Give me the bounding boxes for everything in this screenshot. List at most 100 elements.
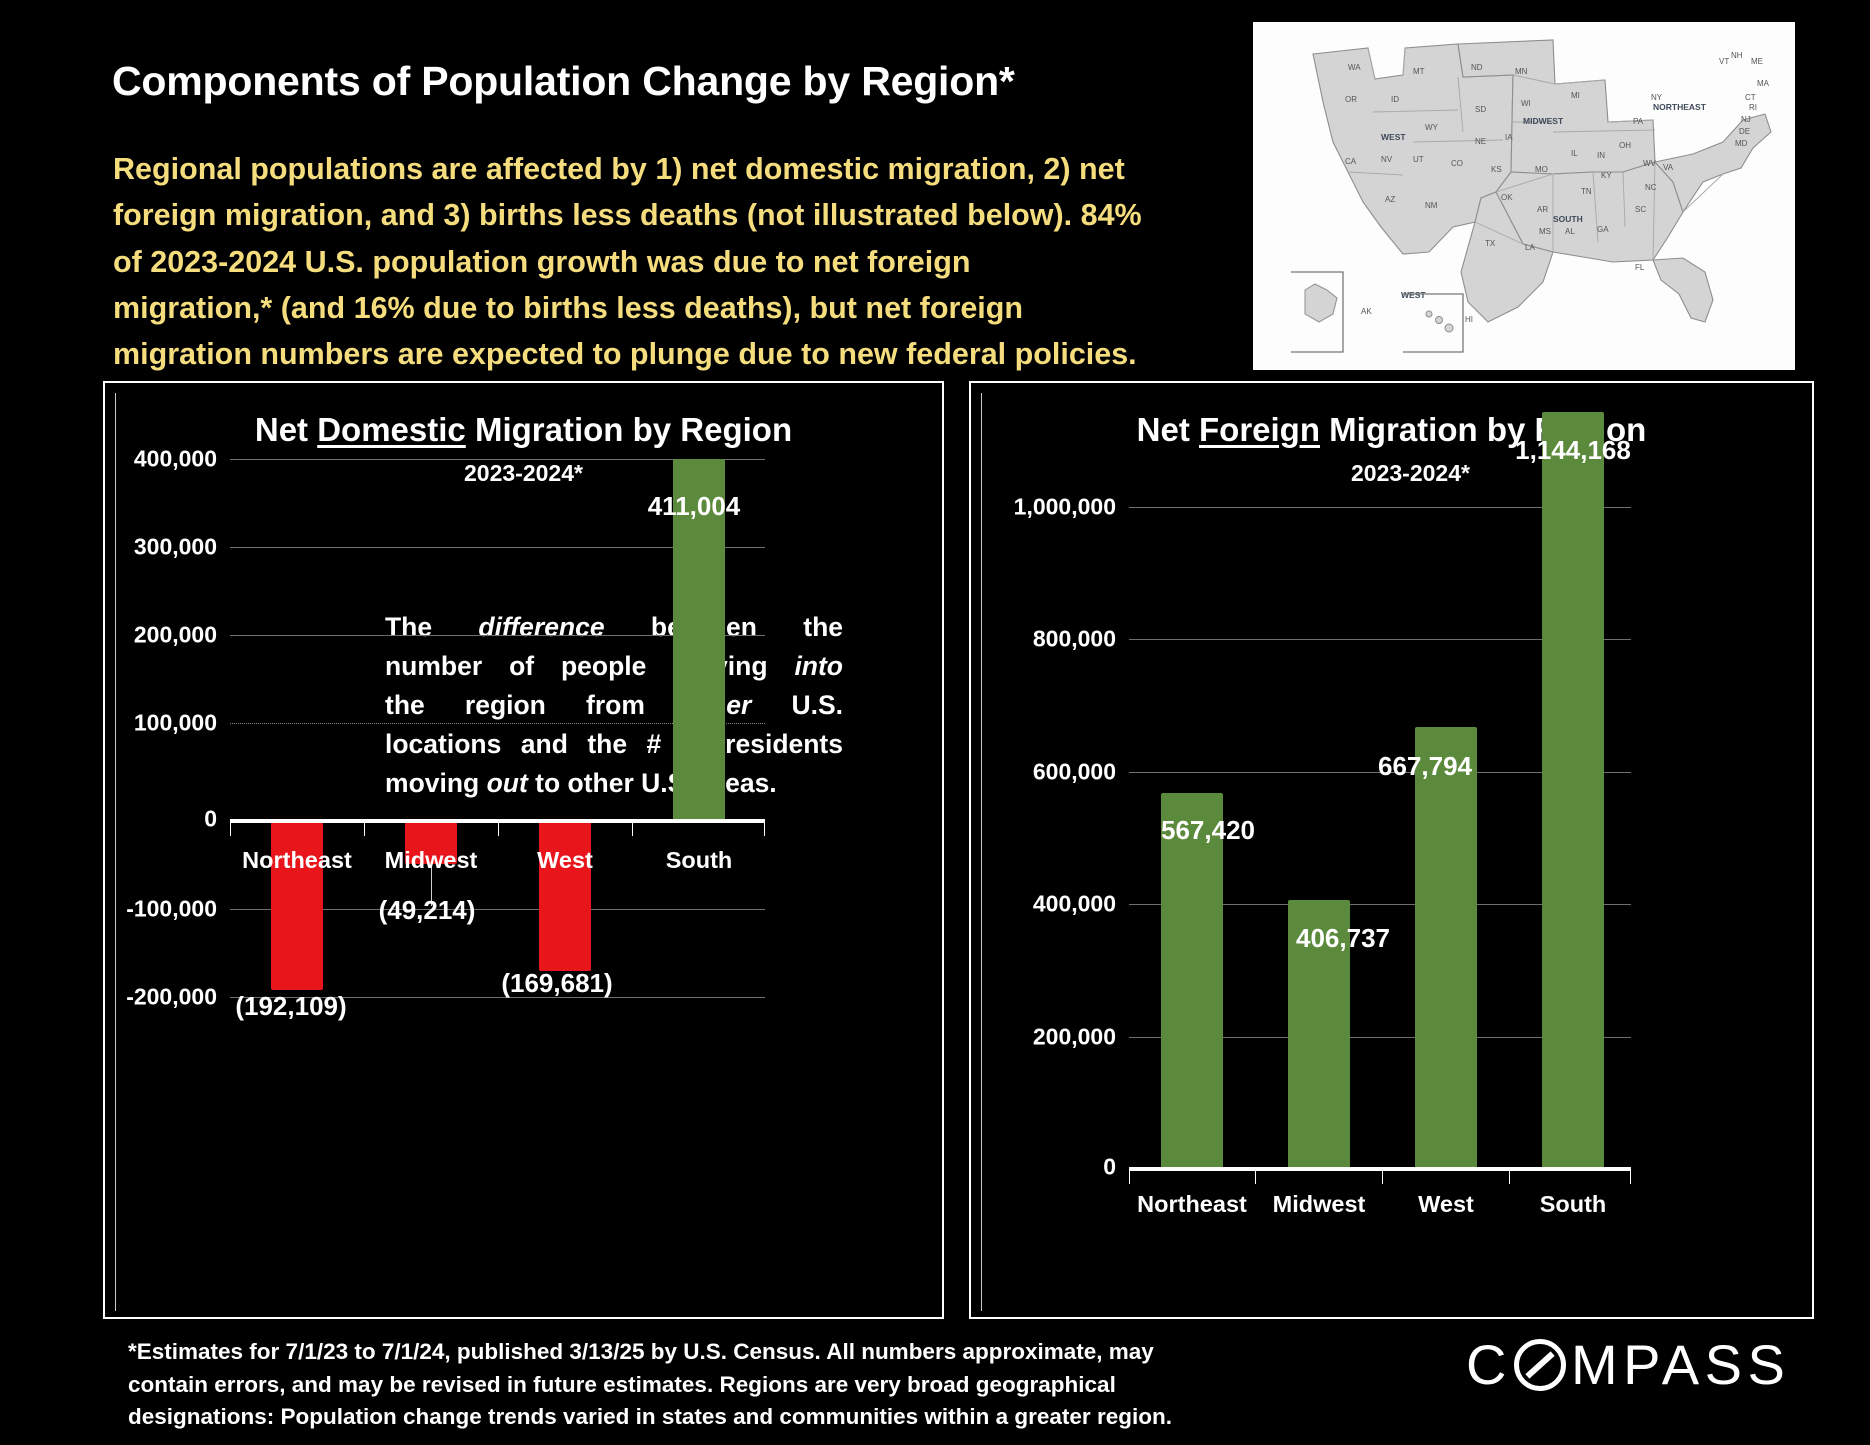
ytick-label-f-400000: 400,000 xyxy=(1032,890,1116,917)
svg-text:UT: UT xyxy=(1413,155,1424,164)
svg-text:VA: VA xyxy=(1663,163,1674,172)
xtick-f-3 xyxy=(1509,1171,1510,1184)
xlabel-west-foreign: West xyxy=(1418,1191,1474,1217)
header-line-3: of 2023-2024 U.S. population growth was … xyxy=(113,244,971,279)
svg-text:TX: TX xyxy=(1485,239,1496,248)
ytick-label-f-1000000: 1,000,000 xyxy=(1013,493,1116,520)
svg-text:LA: LA xyxy=(1525,243,1535,252)
header-line-5: migration numbers are expected to plunge… xyxy=(113,337,1137,372)
xtick-leader-midwest xyxy=(431,864,432,906)
svg-text:FL: FL xyxy=(1635,263,1645,272)
bar-west-foreign xyxy=(1415,727,1477,1169)
ytick-label-0: 0 xyxy=(204,805,217,832)
ytick-label-f-0: 0 xyxy=(1103,1153,1116,1180)
datalabel-south-foreign: 1,144,168 xyxy=(1515,435,1631,465)
footnote-line-2: contain errors, and may be revised in fu… xyxy=(128,1371,1116,1397)
chart-title-keyword-foreign: Foreign xyxy=(1199,411,1320,448)
gridline-f-200000 xyxy=(1129,1037,1631,1038)
svg-text:MA: MA xyxy=(1757,79,1770,88)
svg-text:MN: MN xyxy=(1515,67,1528,76)
gridline-f-1000000 xyxy=(1129,507,1631,508)
svg-text:NM: NM xyxy=(1425,201,1438,210)
xlabel-midwest-foreign: Midwest xyxy=(1272,1191,1366,1217)
logo-text-before: C xyxy=(1466,1333,1512,1396)
xtick-4 xyxy=(764,823,765,836)
chart-title-prefix-foreign: Net xyxy=(1136,411,1199,448)
xlabel-west-domestic: West xyxy=(537,847,593,873)
svg-text:MI: MI xyxy=(1571,91,1580,100)
svg-text:CA: CA xyxy=(1345,157,1357,166)
xtick-f-2 xyxy=(1382,1171,1383,1184)
gridline-200000 xyxy=(230,635,765,636)
svg-text:IL: IL xyxy=(1571,149,1578,158)
compass-logo: C MPASS xyxy=(1466,1332,1790,1397)
svg-text:VT: VT xyxy=(1719,57,1729,66)
chart-title-prefix: Net xyxy=(254,411,318,448)
bar-midwest-domestic xyxy=(405,821,457,864)
svg-text:WA: WA xyxy=(1348,63,1361,72)
gridline-f-800000 xyxy=(1129,639,1631,640)
svg-text:NORTHEAST: NORTHEAST xyxy=(1653,102,1707,112)
svg-text:IA: IA xyxy=(1505,133,1513,142)
ytick-label-200000: 200,000 xyxy=(133,621,217,648)
xtick-0 xyxy=(230,823,231,836)
chart-subtitle-foreign: 2023-2024* xyxy=(1351,460,1470,486)
footnote: *Estimates for 7/1/23 to 7/1/24, publish… xyxy=(128,1336,1391,1434)
svg-text:MO: MO xyxy=(1535,165,1548,174)
svg-text:WV: WV xyxy=(1643,159,1657,168)
svg-text:KS: KS xyxy=(1491,165,1502,174)
header-line-1: Regional populations are affected by 1) … xyxy=(113,152,1125,186)
datalabel-west-foreign: 667,794 xyxy=(1378,751,1472,781)
gridline-neg200000 xyxy=(230,997,765,998)
svg-text:AR: AR xyxy=(1537,205,1548,214)
logo-text-after: MPASS xyxy=(1570,1333,1791,1396)
svg-text:NV: NV xyxy=(1381,155,1393,164)
bar-south-foreign xyxy=(1542,412,1604,1169)
svg-text:NJ: NJ xyxy=(1741,115,1751,124)
svg-text:ID: ID xyxy=(1391,95,1399,104)
footnote-line-3: designations: Population change trends v… xyxy=(128,1404,1172,1430)
chart-title-suffix: Migration by Region xyxy=(465,411,793,448)
svg-text:OR: OR xyxy=(1345,95,1357,104)
svg-text:WI: WI xyxy=(1521,99,1531,108)
svg-text:IN: IN xyxy=(1597,151,1605,160)
page-title: Components of Population Change by Regio… xyxy=(112,58,1015,104)
svg-text:AK: AK xyxy=(1361,307,1372,316)
svg-text:CT: CT xyxy=(1745,93,1756,102)
footnote-line-1: *Estimates for 7/1/23 to 7/1/24, publish… xyxy=(128,1339,1154,1364)
svg-text:NY: NY xyxy=(1651,93,1663,102)
datalabel-south-domestic: 411,004 xyxy=(647,491,741,521)
svg-text:AL: AL xyxy=(1565,227,1575,236)
svg-text:ME: ME xyxy=(1751,57,1763,66)
xlabel-northeast-foreign: Northeast xyxy=(1137,1191,1247,1217)
right-axis-spine xyxy=(981,393,982,1311)
ytick-label-300000: 300,000 xyxy=(133,533,217,560)
bar-northeast-foreign xyxy=(1161,793,1223,1169)
ytick-label-100000: 100,000 xyxy=(133,709,217,736)
chart-subtitle-domestic: 2023-2024* xyxy=(464,460,583,486)
header-line-4: migration,* (and 16% due to births less … xyxy=(113,291,1024,326)
xtick-2 xyxy=(498,823,499,836)
compass-needle-icon xyxy=(1513,1338,1566,1391)
chart-title-keyword: Domestic xyxy=(317,411,466,448)
svg-text:RI: RI xyxy=(1749,103,1757,112)
xlabel-midwest-domestic: Midwest xyxy=(384,847,478,873)
ytick-label-f-800000: 800,000 xyxy=(1032,625,1116,652)
svg-text:DE: DE xyxy=(1739,127,1750,136)
svg-text:HI: HI xyxy=(1465,315,1473,324)
svg-text:WEST: WEST xyxy=(1381,132,1406,142)
header-line-2: foreign migration, and 3) births less de… xyxy=(113,198,1142,233)
xtick-f-4 xyxy=(1630,1171,1631,1184)
ytick-label-neg100000: -100,000 xyxy=(126,895,217,922)
xlabel-northeast-domestic: Northeast xyxy=(242,847,352,873)
left-axis-spine xyxy=(115,393,116,1311)
ytick-label-f-600000: 600,000 xyxy=(1032,758,1116,785)
svg-text:OH: OH xyxy=(1619,141,1631,150)
svg-text:MS: MS xyxy=(1539,227,1551,236)
chart-note-domestic: The difference between the number of peo… xyxy=(385,612,843,798)
gridline-100000 xyxy=(230,723,765,724)
svg-text:OK: OK xyxy=(1501,193,1513,202)
chart-title-domestic: Net Domestic Migration by Region xyxy=(105,411,942,449)
datalabel-midwest-domestic: (49,214) xyxy=(378,895,476,925)
svg-text:NE: NE xyxy=(1475,137,1486,146)
